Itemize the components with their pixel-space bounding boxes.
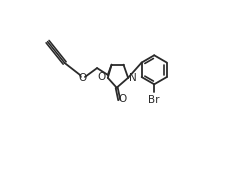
- Text: O: O: [98, 72, 106, 82]
- Text: O: O: [79, 73, 87, 83]
- Text: N: N: [129, 73, 137, 83]
- Text: Br: Br: [148, 95, 160, 105]
- Text: O: O: [119, 94, 127, 104]
